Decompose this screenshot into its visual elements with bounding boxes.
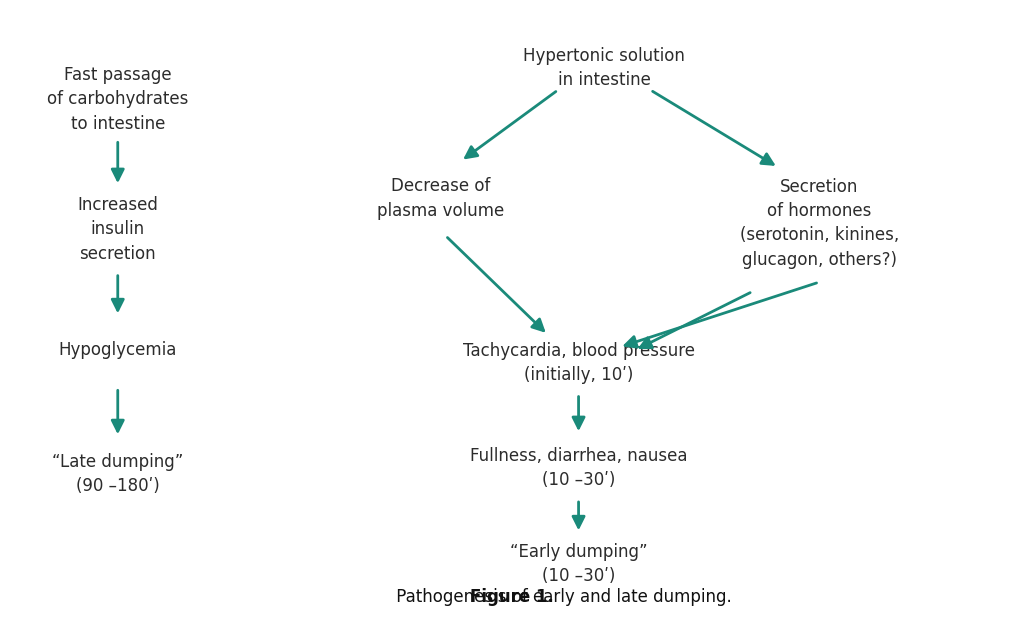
- Text: Figure 1.: Figure 1.: [470, 588, 554, 606]
- Text: Hypertonic solution
in intestine: Hypertonic solution in intestine: [523, 47, 685, 89]
- Text: Increased
insulin
secretion: Increased insulin secretion: [78, 196, 158, 263]
- Text: “Late dumping”
(90 –180ʹ): “Late dumping” (90 –180ʹ): [52, 453, 183, 495]
- Text: Tachycardia, blood pressure
(initially, 10ʹ): Tachycardia, blood pressure (initially, …: [463, 342, 694, 384]
- Text: “Early dumping”
(10 –30ʹ): “Early dumping” (10 –30ʹ): [510, 543, 647, 585]
- Text: Fast passage
of carbohydrates
to intestine: Fast passage of carbohydrates to intesti…: [47, 66, 188, 133]
- Text: Secretion
of hormones
(serotonin, kinines,
glucagon, others?): Secretion of hormones (serotonin, kinine…: [739, 178, 899, 268]
- Text: Decrease of
plasma volume: Decrease of plasma volume: [377, 177, 504, 219]
- Text: Hypoglycemia: Hypoglycemia: [58, 341, 177, 360]
- Text: Fullness, diarrhea, nausea
(10 –30ʹ): Fullness, diarrhea, nausea (10 –30ʹ): [470, 447, 687, 489]
- Text: Pathogenesis of early and late dumping.: Pathogenesis of early and late dumping.: [391, 588, 731, 606]
